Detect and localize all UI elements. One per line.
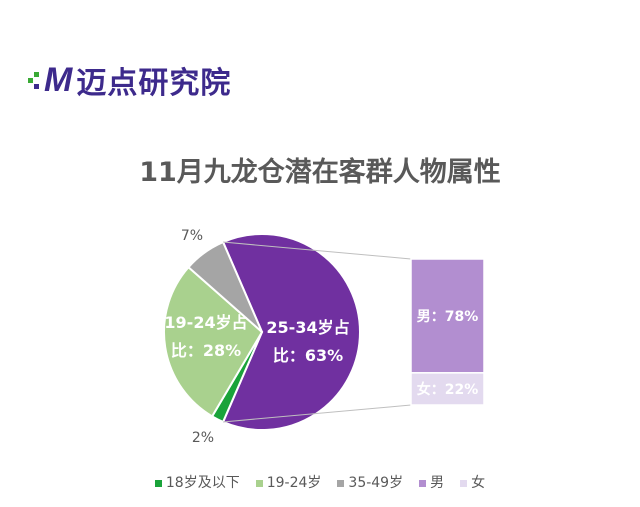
- logo: M 迈点研究院: [28, 58, 231, 102]
- connector-line: [223, 404, 412, 423]
- legend-label: 男: [430, 475, 445, 491]
- pie-slice: [187, 240, 263, 333]
- logo-mark: M: [44, 60, 72, 99]
- chart-title: 11月九龙仓潜在客群人物属性: [139, 157, 501, 188]
- legend: 18岁及以下 19-24岁 35-49岁 男 女: [0, 472, 640, 492]
- bar-label: 男：78%: [417, 309, 479, 325]
- slice-label-19-24: 19-24岁占比：28%: [164, 313, 248, 360]
- logo-text: 迈点研究院: [76, 66, 232, 101]
- legend-label: 35-49岁: [348, 475, 404, 491]
- legend-swatch: [419, 479, 427, 487]
- legend-label: 18岁及以下: [165, 475, 240, 491]
- legend-swatch: [255, 479, 263, 487]
- legend-item: 18岁及以下: [154, 472, 240, 492]
- legend-swatch: [460, 479, 468, 487]
- bar-label: 女：22%: [417, 381, 479, 398]
- legend-label: 19-24岁: [266, 475, 322, 491]
- pie-slice: [221, 233, 361, 431]
- bar-segment: [410, 258, 485, 374]
- slice-label: 7%: [181, 228, 203, 244]
- legend-item: 女: [460, 472, 485, 492]
- bar-segment: [410, 372, 485, 406]
- legend-swatch: [337, 479, 345, 487]
- legend-item: 男: [419, 472, 444, 492]
- legend-swatch: [154, 479, 162, 487]
- slice-label-25-34: 25-34岁占比：63%: [266, 318, 350, 365]
- logo-dots-icon: [28, 70, 44, 90]
- legend-item: 19-24岁: [255, 472, 322, 492]
- legend-item: 35-49岁: [337, 472, 403, 492]
- legend-label: 女: [471, 475, 486, 491]
- connector-line: [223, 241, 412, 260]
- slice-label: 2%: [192, 430, 214, 446]
- pie-slice: [163, 265, 264, 418]
